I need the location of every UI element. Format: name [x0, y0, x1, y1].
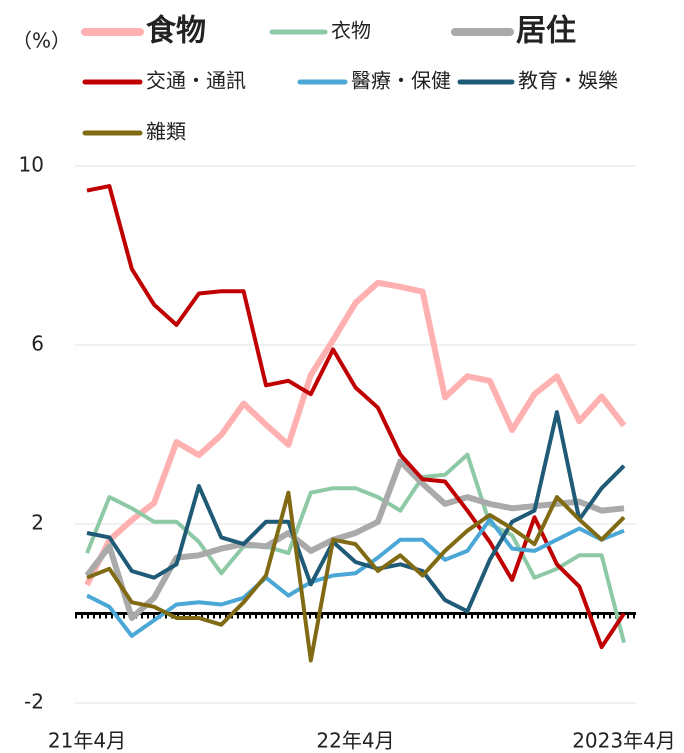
series-line: [86, 410, 626, 614]
legend-label: 食物: [146, 14, 206, 49]
legend-label: 雜類: [146, 120, 186, 144]
series-line: [84, 279, 627, 587]
series-line: [86, 490, 626, 663]
legend-label: 衣物: [331, 19, 371, 43]
series-line: [86, 184, 626, 650]
x-tick-label: 2023年4月: [572, 729, 676, 753]
legend-label: 醫療・保健: [351, 69, 451, 93]
y-tick-label: 2: [31, 511, 44, 535]
y-axis-label: （%）: [12, 29, 71, 53]
x-tick-label: 21年4月: [48, 729, 126, 753]
legend-label: 教育・娛樂: [518, 69, 618, 93]
series-line: [86, 517, 625, 638]
y-tick-label: -2: [24, 690, 44, 714]
x-tick-label: 22年4月: [316, 729, 394, 753]
y-tick-label: 10: [19, 153, 44, 177]
legend-label: 居住: [516, 14, 576, 49]
y-tick-label: 6: [31, 332, 44, 356]
series-line: [85, 452, 626, 644]
legend-label: 交通・通訊: [146, 69, 246, 93]
